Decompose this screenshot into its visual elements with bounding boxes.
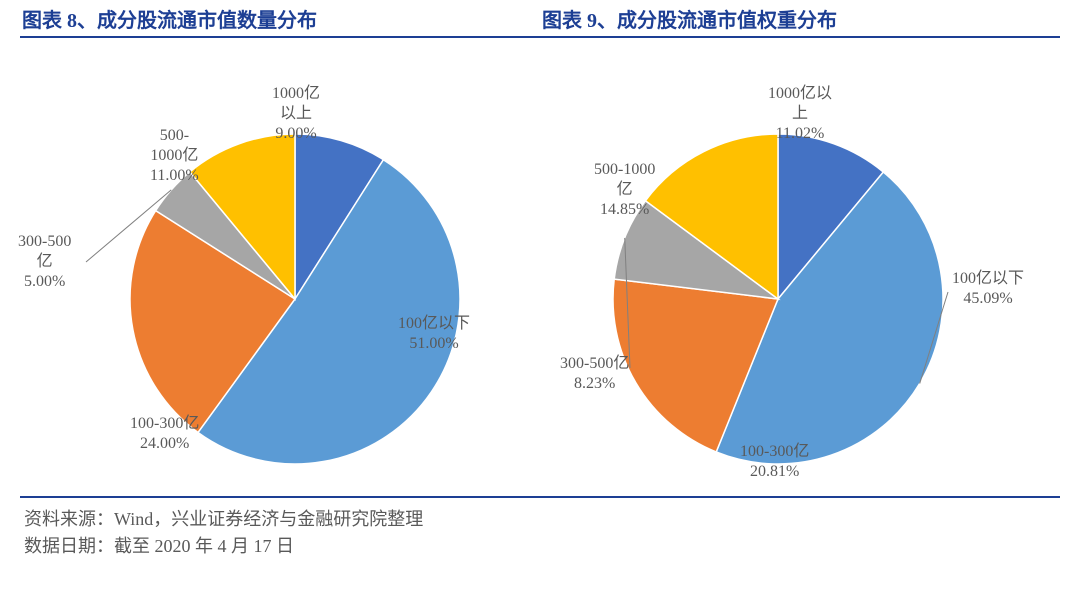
footer-block: 资料来源：Wind，兴业证券经济与金融研究院整理 数据日期：截至 2020 年 … (24, 506, 423, 560)
slice-label-line: 以上 (272, 104, 320, 124)
slice-label-line: 8.23% (560, 374, 629, 394)
chart-title-left: 图表 8、成分股流通市值数量分布 (20, 0, 540, 39)
slice-label-line: 11.02% (768, 124, 832, 144)
footer-source: 资料来源：Wind，兴业证券经济与金融研究院整理 (24, 506, 423, 533)
page-root: { "layout": { "page_w": 1080, "page_h": … (0, 0, 1080, 594)
slice-label-line: 上 (768, 104, 832, 124)
slice-label-line: 500- (150, 126, 199, 146)
charts-row: 1000亿以上9.00%100亿以下51.00%100-300亿24.00%30… (0, 44, 1080, 484)
pie-wrap (608, 129, 948, 469)
slice-label: 100亿以下51.00% (398, 314, 470, 354)
pie-svg (608, 129, 948, 469)
slice-label-line: 14.85% (594, 200, 655, 220)
slice-label-line: 亿 (594, 180, 655, 200)
slice-label-line: 24.00% (130, 434, 199, 454)
slice-label-line: 1000亿 (272, 84, 320, 104)
slice-label-line: 500-1000 (594, 160, 655, 180)
slice-label: 100-300亿24.00% (130, 414, 199, 454)
slice-label-line: 9.00% (272, 124, 320, 144)
slice-label-line: 5.00% (18, 272, 71, 292)
slice-label: 500-1000亿14.85% (594, 160, 655, 220)
top-divider (20, 36, 1060, 38)
slice-label-line: 1000亿以 (768, 84, 832, 104)
pie-chart-weight: 1000亿以上11.02% 100亿以下45.09% 100-300亿20.81% 3… (540, 44, 1080, 484)
slice-label-line: 51.00% (398, 334, 470, 354)
bottom-divider (20, 496, 1060, 498)
slice-label: 100亿以下45.09% (952, 269, 1024, 309)
slice-label: 100-300亿20.81% (740, 442, 809, 482)
slice-label-line: 20.81% (740, 462, 809, 482)
slice-label-line: 100-300亿 (130, 414, 199, 434)
chart-title-right: 图表 9、成分股流通市值权重分布 (540, 0, 1060, 39)
slice-label-line: 1000亿 (150, 146, 199, 166)
slice-label-line: 100亿以下 (952, 269, 1024, 289)
pie-chart-count: 1000亿以上9.00%100亿以下51.00%100-300亿24.00%30… (0, 44, 540, 484)
slice-label: 1000亿以上11.02% (768, 84, 832, 144)
slice-label-line: 100-300亿 (740, 442, 809, 462)
slice-label: 500-1000亿11.00% (150, 126, 199, 186)
slice-label-line: 300-500 (18, 232, 71, 252)
slice-label-line: 45.09% (952, 289, 1024, 309)
slice-label-line: 300-500亿 (560, 354, 629, 374)
slice-label-line: 100亿以下 (398, 314, 470, 334)
footer-date: 数据日期：截至 2020 年 4 月 17 日 (24, 533, 423, 560)
slice-label-line: 11.00% (150, 166, 199, 186)
slice-label: 300-500亿8.23% (560, 354, 629, 394)
slice-label: 300-500亿5.00% (18, 232, 71, 292)
slice-label-line: 亿 (18, 252, 71, 272)
slice-label: 1000亿以上9.00% (272, 84, 320, 144)
header-row: 图表 8、成分股流通市值数量分布 图表 9、成分股流通市值权重分布 (20, 0, 1060, 39)
